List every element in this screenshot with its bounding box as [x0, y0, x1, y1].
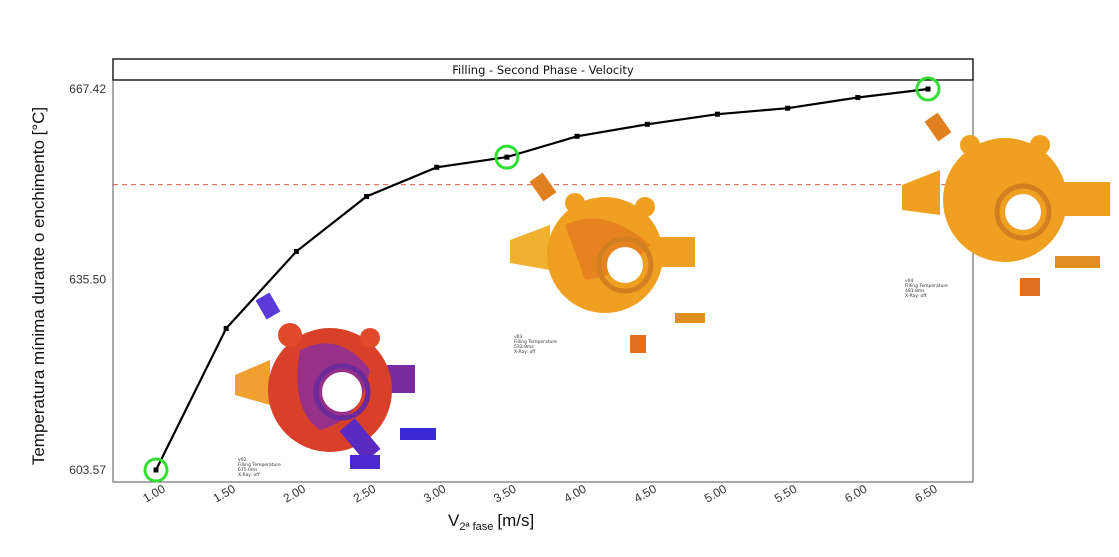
- caption-v04-line-3: 481.8ms: [905, 288, 925, 294]
- data-point: [504, 154, 510, 160]
- y-axis-ticks: 603.57 635.50 667.42: [69, 82, 106, 477]
- x-tick-label: 3.50: [491, 481, 519, 505]
- x-tick-label: 1.00: [140, 481, 168, 505]
- caption-v02-line-4: X-Ray: off: [238, 472, 260, 478]
- x-tick-label: 4.50: [632, 481, 660, 505]
- data-point: [714, 111, 720, 117]
- highlight-circle: [494, 144, 520, 170]
- data-point: [364, 194, 370, 200]
- caption-v04-line-2: Filling Temperature: [905, 283, 948, 289]
- x-tick-label: 2.50: [351, 481, 379, 505]
- caption-v03-line-4: X-Ray: off: [514, 349, 536, 355]
- y-axis-label: Temperatura mínima durante o enchimento …: [29, 107, 48, 465]
- data-point: [785, 105, 791, 111]
- casting-image-v02: [235, 292, 436, 469]
- caption-v02: v02 Filling Temperature 675.0ms X-Ray: o…: [238, 457, 281, 478]
- highlight-circle: [143, 457, 169, 483]
- x-tick-label: 5.00: [702, 481, 730, 505]
- chart-title: Filling - Second Phase - Velocity: [452, 63, 634, 77]
- data-point: [223, 325, 229, 331]
- data-point: [293, 248, 299, 254]
- data-point: [644, 121, 650, 127]
- x-tick-label: 3.00: [421, 481, 449, 505]
- x-tick-label: 6.00: [842, 481, 870, 505]
- data-point: [855, 94, 861, 100]
- title-box: [112, 58, 974, 81]
- caption-v03-line-1: v03: [514, 334, 523, 340]
- series-line: [155, 87, 929, 471]
- caption-v02-line-3: 675.0ms: [238, 467, 258, 473]
- caption-v02-line-2: Filling Temperature: [238, 462, 281, 468]
- caption-v04-line-1: v04: [905, 278, 914, 284]
- data-point: [574, 133, 580, 139]
- x-tick-label: 2.00: [281, 481, 309, 505]
- data-point: [434, 164, 440, 170]
- y-tick-label: 667.42: [69, 82, 106, 96]
- caption-v03: v03 Filling Temperature 532.9ms X-Ray: o…: [514, 334, 557, 355]
- caption-v03-line-2: Filling Temperature: [514, 339, 557, 345]
- highlight-circle: [915, 76, 941, 102]
- chart-marks: [143, 76, 941, 483]
- caption-v04-line-4: X-Ray: off: [905, 293, 927, 299]
- caption-v03-line-3: 532.9ms: [514, 344, 534, 350]
- x-tick-label: 5.50: [772, 481, 800, 505]
- x-axis-label: V2ª fase [m/s]: [448, 511, 534, 533]
- casting-image-v03: [510, 172, 705, 353]
- casting-image-v04: [902, 112, 1110, 296]
- x-axis-label-main: V: [448, 511, 460, 530]
- data-point: [925, 86, 931, 92]
- x-axis-label-subscript: 2ª fase: [459, 521, 493, 533]
- data-point: [153, 467, 159, 473]
- y-tick-label: 635.50: [69, 272, 106, 286]
- plot-area: [112, 79, 974, 483]
- y-tick-label: 603.57: [69, 463, 106, 477]
- caption-v04: v04 Filling Temperature 481.8ms X-Ray: o…: [905, 278, 948, 299]
- x-tick-label: 4.00: [561, 481, 589, 505]
- x-tick-label: 1.50: [211, 481, 239, 505]
- x-axis-ticks: 1.00 1.50 2.00 2.50 3.00 3.50 4.00 4.50 5.00 5.50…: [140, 481, 940, 505]
- x-tick-label: 6.50: [912, 481, 940, 505]
- caption-v02-line-1: v02: [238, 457, 247, 463]
- x-axis-label-unit: [m/s]: [497, 511, 534, 530]
